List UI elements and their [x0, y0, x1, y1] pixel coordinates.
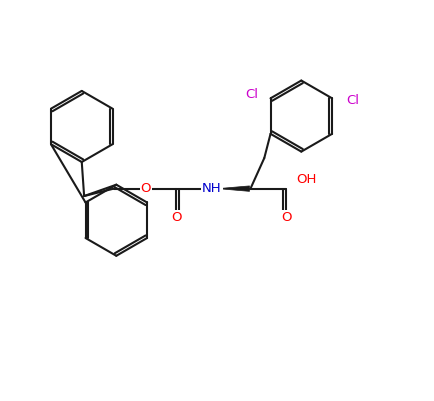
Text: O: O [140, 182, 151, 195]
Text: Cl: Cl [345, 94, 358, 107]
Text: NH: NH [202, 182, 221, 195]
Text: Cl: Cl [245, 88, 258, 101]
Polygon shape [217, 186, 249, 191]
Text: OH: OH [296, 173, 316, 186]
Text: O: O [171, 211, 181, 224]
Text: O: O [280, 211, 291, 224]
